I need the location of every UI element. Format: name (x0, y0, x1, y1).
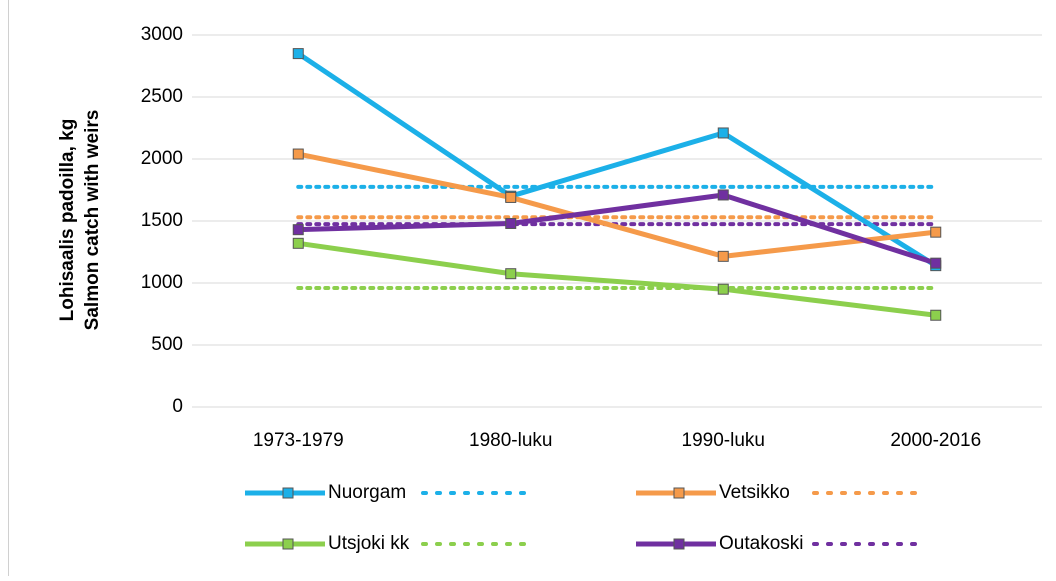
legend-marker (674, 539, 684, 549)
point (506, 269, 516, 279)
y-tick-label: 2500 (141, 86, 183, 107)
point (931, 310, 941, 320)
point (718, 251, 728, 261)
y-tick-label: 3000 (141, 24, 183, 45)
y-tick-label: 0 (172, 396, 183, 417)
x-tick-label: 1990-luku (682, 430, 765, 451)
point (718, 190, 728, 200)
y-tick-label: 1000 (141, 272, 183, 293)
y-tick-label: 1500 (141, 210, 183, 231)
legend-marker (283, 539, 293, 549)
x-tick-label: 2000-2016 (890, 430, 981, 451)
point (293, 225, 303, 235)
legend-label: Outakoski (719, 533, 803, 554)
point (718, 284, 728, 294)
y-tick-label: 2000 (141, 148, 183, 169)
legend-marker (283, 488, 293, 498)
y-axis-label: Lohisaalis padoilla, kg (57, 119, 78, 322)
legend-marker (674, 488, 684, 498)
legend-label: Utsjoki kk (328, 533, 410, 554)
y-tick-label: 500 (151, 334, 183, 355)
legend-label: Vetsikko (719, 482, 790, 503)
x-tick-label: 1980-luku (469, 430, 552, 451)
point (931, 227, 941, 237)
y-axis-label: Salmon catch with weirs (82, 110, 103, 331)
point (293, 49, 303, 59)
x-tick-label: 1973-1979 (253, 430, 344, 451)
point (718, 128, 728, 138)
point (293, 238, 303, 248)
legend-label: Nuorgam (328, 482, 406, 503)
point (293, 149, 303, 159)
point (506, 192, 516, 202)
point (506, 218, 516, 228)
point (931, 258, 941, 268)
